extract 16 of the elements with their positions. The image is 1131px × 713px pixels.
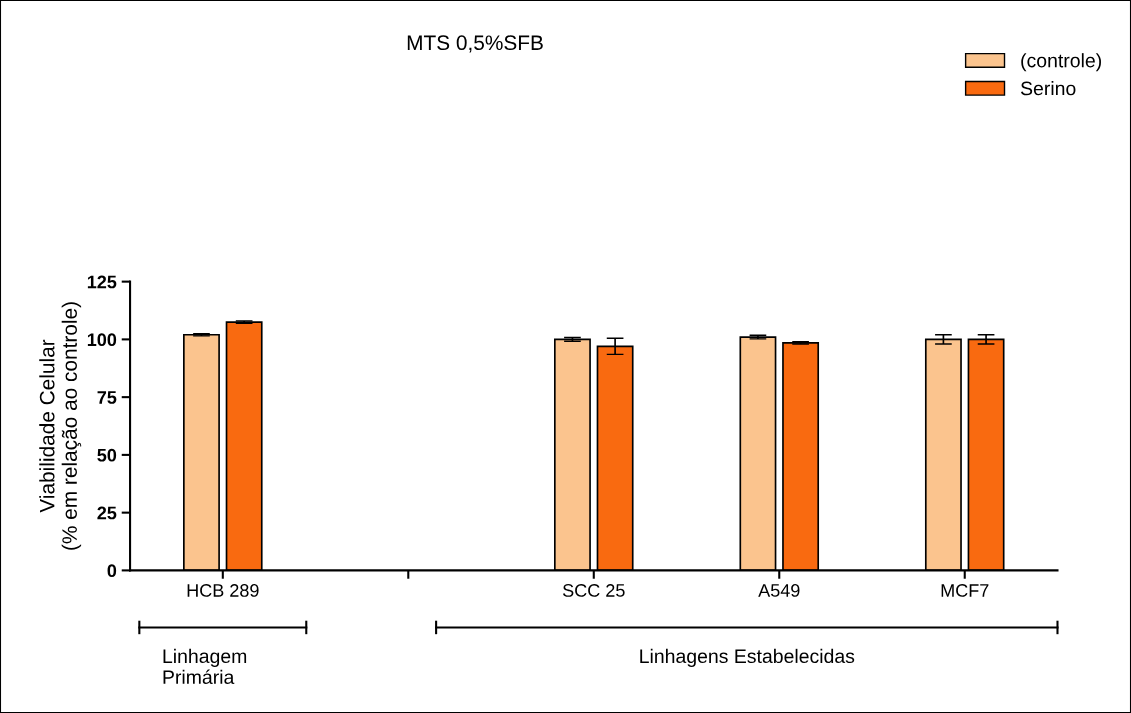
y-tick-label: 50 (97, 448, 117, 462)
y-tick-label: 25 (97, 506, 117, 520)
x-tick-label: SCC 25 (562, 584, 625, 597)
y-tick-label: 100 (87, 333, 117, 347)
chart-title: MTS 0,5%SFB (407, 35, 543, 53)
x-tick-label: MCF7 (941, 584, 989, 597)
legend-label: (controle) (1021, 53, 1101, 72)
y-tick-label: 0 (107, 564, 117, 578)
y-axis-title: Viabilidade Celular (% em relação ao controle) (39, 302, 82, 550)
text: Linhagens Estabelecidas (640, 648, 855, 667)
y-tick-label: 75 (97, 391, 117, 404)
text: Linhagem Primária (163, 648, 247, 685)
x-tick-label: A549 (758, 584, 800, 597)
x-tick-label: HCB 289 (187, 584, 259, 597)
legend-label: Serino (1020, 81, 1076, 96)
y-tick-label: 125 (87, 275, 117, 289)
